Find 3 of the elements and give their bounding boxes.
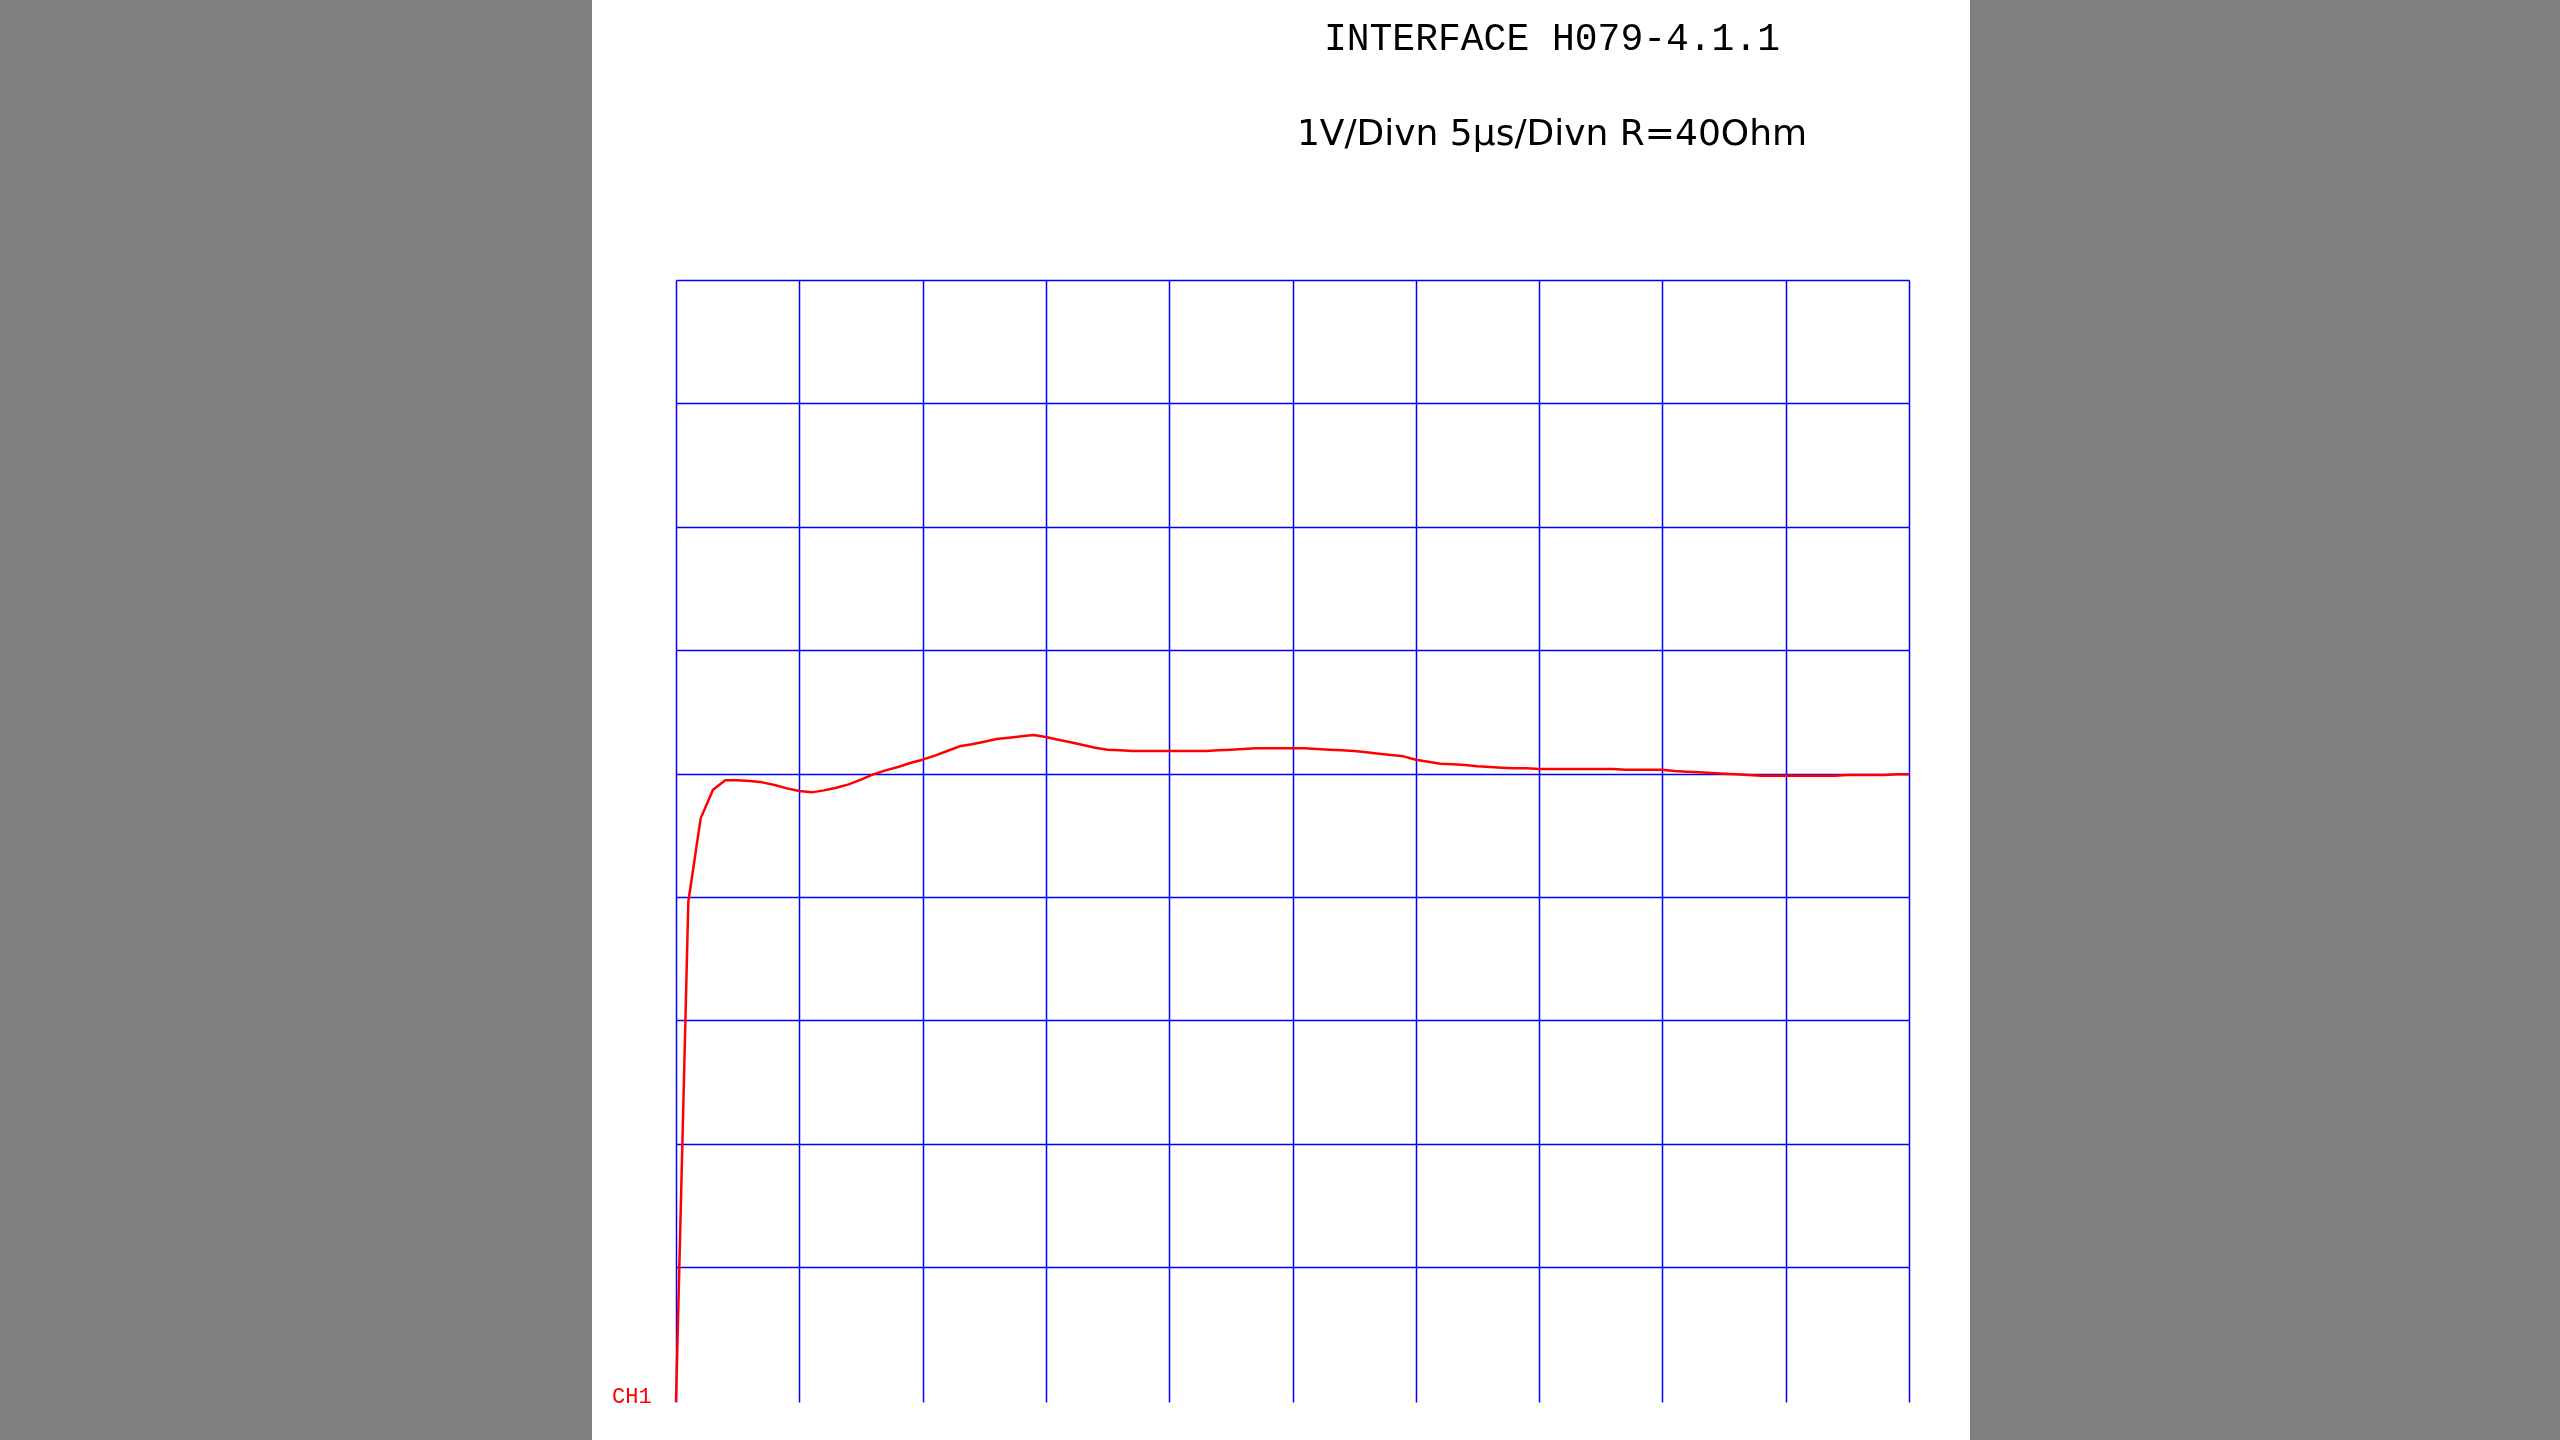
- chart-title: INTERFACE H079-4.1.1: [1322, 18, 1782, 61]
- chart-subtitle: 1V/Divn 5µs/Divn R=40Ohm: [1295, 112, 1809, 153]
- text: CH1: [612, 1385, 652, 1410]
